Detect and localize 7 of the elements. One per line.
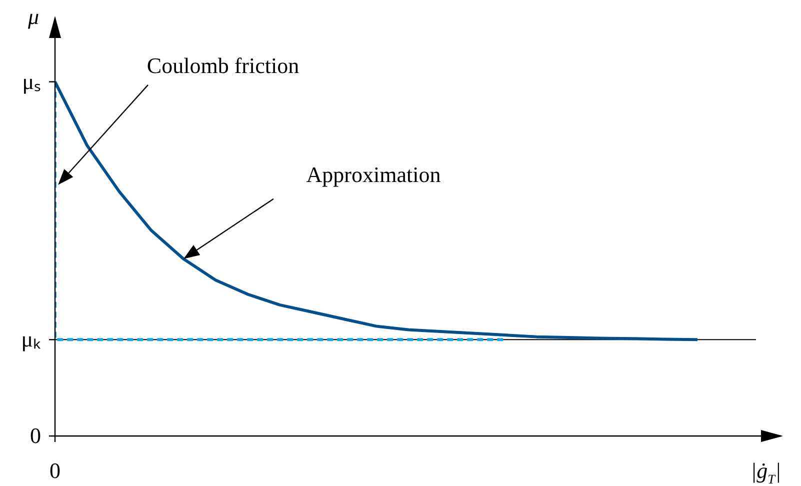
y-axis-title: μ: [26, 4, 40, 29]
text: Coulomb friction: [146, 52, 300, 78]
annotation: Approximation: [306, 162, 441, 187]
annotation: μₛ: [22, 68, 41, 94]
ref-line-label: μₖ: [21, 326, 41, 352]
text: 0: [50, 458, 60, 483]
annotation: 0: [30, 423, 41, 448]
